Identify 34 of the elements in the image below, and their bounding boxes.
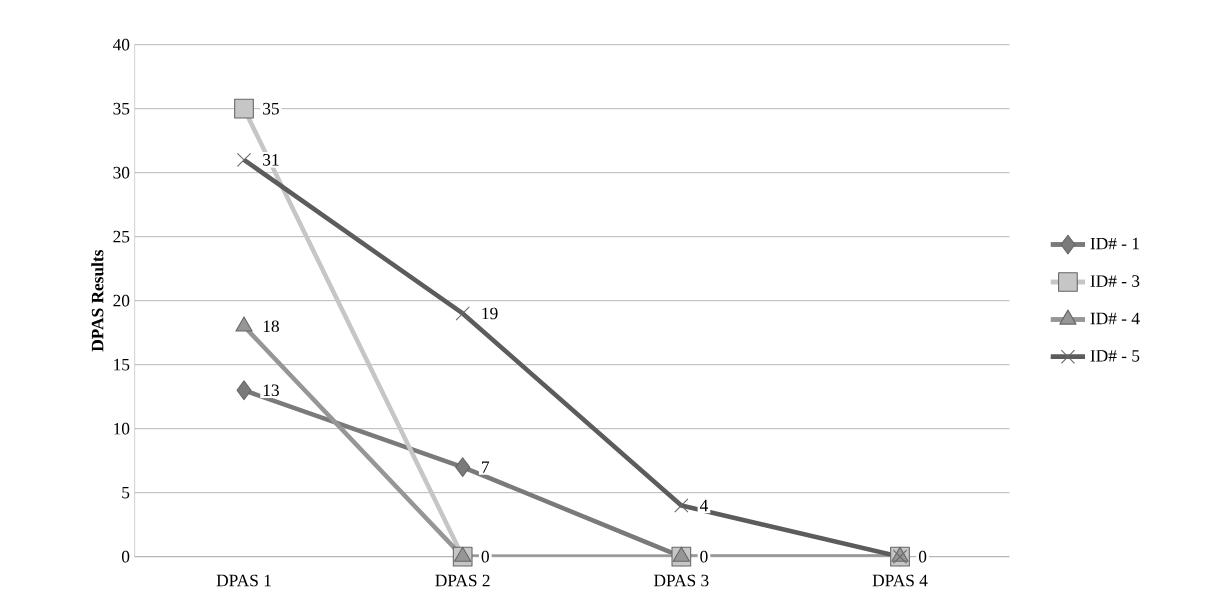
x-tick-label: DPAS 4 [872, 574, 928, 587]
y-axis-title: DPAS Results [91, 250, 104, 352]
y-tick-label: 40 [112, 38, 130, 51]
data-label: 19 [482, 307, 498, 320]
point [234, 98, 254, 119]
data-label: 7 [482, 461, 490, 473]
data-label: 0 [918, 550, 927, 563]
data-label: 18 [263, 320, 279, 333]
point [455, 457, 471, 477]
y-tick-label: 35 [113, 102, 130, 115]
point [236, 152, 252, 168]
y-tick-label: 15 [114, 358, 130, 371]
data-label: 4 [699, 499, 709, 512]
y-tick-label: 0 [121, 550, 130, 563]
legend-label: ID# - 3 [1090, 275, 1140, 287]
y-tick-label: 25 [113, 230, 130, 243]
y-tick-label: 10 [114, 422, 130, 435]
data-label: 0 [700, 550, 708, 563]
y-tick-label: 5 [122, 486, 130, 499]
data-label: 31 [263, 154, 279, 166]
legend-label: ID# - 4 [1090, 312, 1140, 325]
data-label: 35 [263, 102, 279, 115]
data-label: 0 [481, 550, 489, 563]
x-tick-label: DPAS 2 [435, 574, 490, 587]
data-label: 13 [263, 384, 279, 397]
y-tick-label: 20 [113, 294, 130, 307]
point [236, 380, 252, 401]
legend-label: ID# - 5 [1090, 350, 1140, 362]
legend-label: ID# - 1 [1090, 237, 1139, 250]
x-tick-label: DPAS 1 [216, 574, 271, 587]
y-tick-label: 30 [113, 166, 130, 179]
x-tick-label: DPAS 3 [653, 574, 709, 587]
point [455, 306, 470, 321]
point [674, 498, 689, 513]
